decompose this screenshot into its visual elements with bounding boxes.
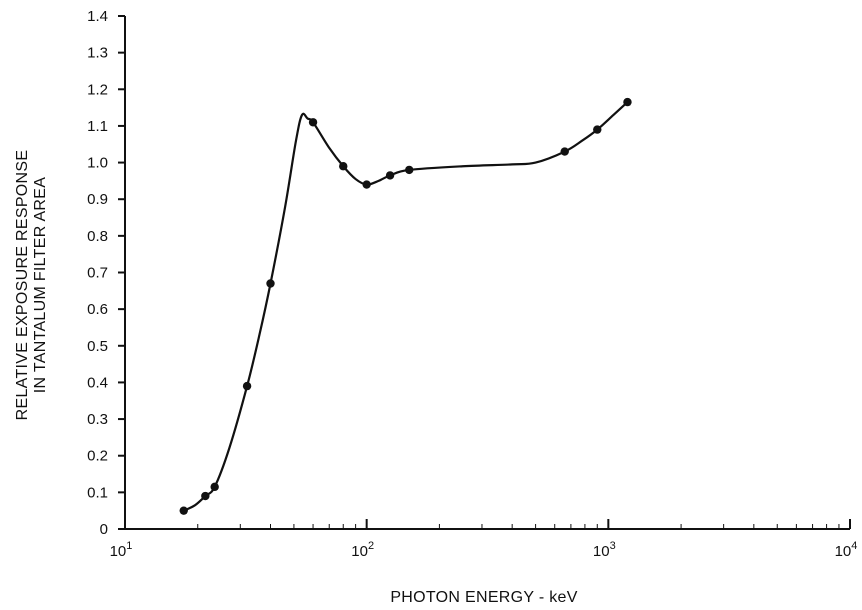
y-tick-label: 0.8 (87, 228, 108, 245)
x-axis-title: PHOTON ENERGY - keV (390, 589, 577, 606)
y-tick-label: 0.5 (87, 338, 108, 355)
x-tick-label: 103 (593, 540, 616, 560)
y-axis-title-line-2: IN TANTALUM FILTER AREA (32, 177, 49, 393)
data-point (179, 506, 188, 515)
data-point (201, 491, 210, 501)
data-point (385, 171, 395, 180)
y-tick-label: 0.1 (87, 484, 108, 501)
data-point (308, 118, 318, 127)
axes (122, 16, 850, 530)
data-point (623, 97, 632, 107)
y-axis-title-line-1: RELATIVE EXPOSURE RESPONSE (14, 150, 31, 421)
data-point (210, 482, 219, 492)
x-ticks: 101 102 103 104 (110, 519, 858, 560)
y-tick-label: 0.3 (87, 411, 108, 428)
x-tick-label: 104 (835, 540, 858, 560)
y-tick-label: 1.0 (87, 155, 108, 172)
y-tick-label: 0.2 (87, 448, 108, 465)
y-tick-label: 0.6 (87, 301, 108, 318)
x-tick-label: 102 (351, 540, 374, 560)
y-tick-label: 1.3 (87, 45, 108, 62)
series-response (179, 97, 632, 515)
data-point (560, 147, 569, 156)
data-point (266, 279, 275, 288)
y-tick-label: 1.4 (87, 8, 108, 25)
data-point (593, 125, 602, 134)
data-point (242, 381, 252, 391)
y-tick-label: 0.9 (87, 191, 108, 208)
data-point (339, 162, 348, 171)
y-tick-label: 0 (100, 521, 108, 538)
data-point (362, 180, 371, 189)
y-tick-label: 0.7 (87, 265, 108, 282)
y-axis-title: RELATIVE EXPOSURE RESPONSE IN TANTALUM F… (14, 150, 49, 421)
y-tick-label: 1.2 (87, 81, 108, 98)
data-point (405, 165, 414, 175)
y-tick-label: 1.1 (87, 118, 108, 135)
response-curve (182, 101, 629, 512)
x-tick-label: 101 (110, 540, 133, 560)
y-ticks: 0 0.1 0.2 0.3 0.4 0.5 0.6 0.7 0.8 0.9 1.0 1.1 1.2 1.3… (87, 8, 125, 538)
y-tick-label: 0.4 (87, 374, 108, 391)
